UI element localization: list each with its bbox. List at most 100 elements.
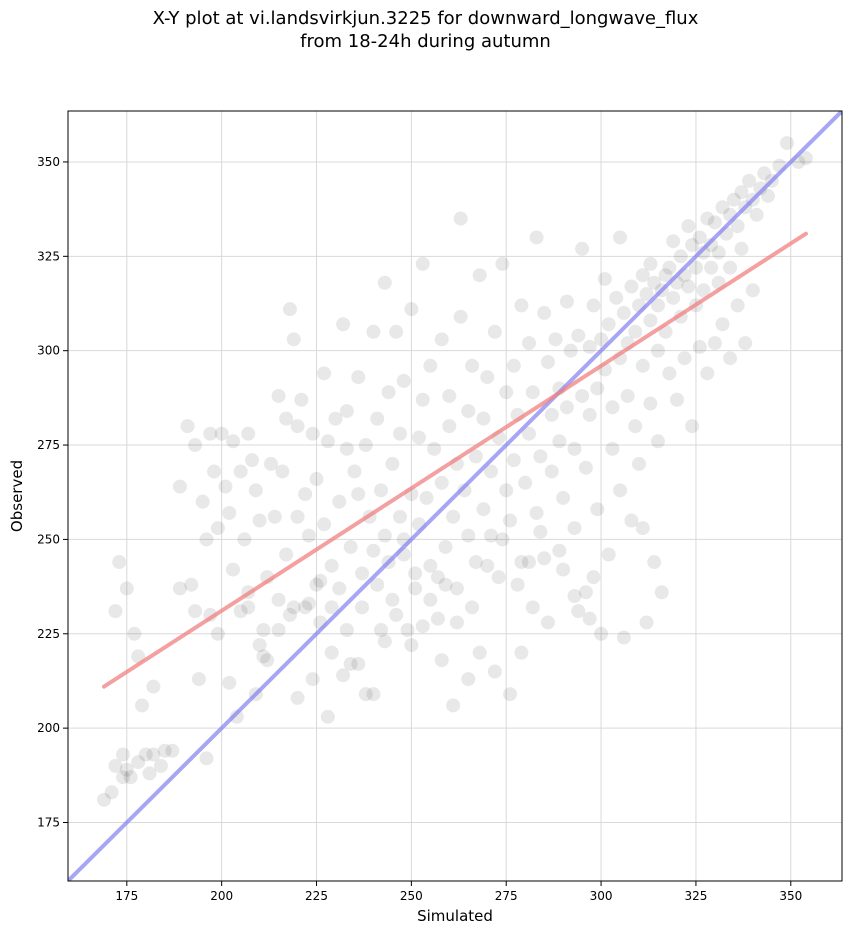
- data-point: [332, 581, 347, 596]
- y-axis-ticks: 175 200 225 250 275 300 325 350: [37, 155, 68, 829]
- data-point: [726, 192, 741, 207]
- data-point: [305, 426, 320, 441]
- data-point: [275, 464, 290, 479]
- data-point: [673, 249, 688, 264]
- data-point: [685, 419, 700, 434]
- data-point: [487, 324, 502, 339]
- data-point: [222, 675, 237, 690]
- data-point: [131, 649, 146, 664]
- data-point: [487, 664, 502, 679]
- x-axis-ticks: 175 200 225 250 275 300 325 350: [115, 881, 802, 903]
- data-point: [385, 592, 400, 607]
- data-point: [465, 358, 480, 373]
- x-axis-label: Simulated: [417, 907, 493, 925]
- data-point: [392, 426, 407, 441]
- data-point: [601, 317, 616, 332]
- data-point: [366, 687, 381, 702]
- data-point: [472, 645, 487, 660]
- data-point: [313, 573, 328, 588]
- data-point: [529, 230, 544, 245]
- data-point: [552, 543, 567, 558]
- data-point: [286, 600, 301, 615]
- data-point: [453, 309, 468, 324]
- data-point: [734, 241, 749, 256]
- data-point: [639, 615, 654, 630]
- data-point: [749, 207, 764, 222]
- x-tick-label: 275: [495, 889, 518, 903]
- data-point: [635, 521, 650, 536]
- data-point: [533, 449, 548, 464]
- data-point: [503, 513, 518, 528]
- data-point: [544, 464, 559, 479]
- data-point: [282, 607, 297, 622]
- data-points: [97, 136, 813, 807]
- data-point: [157, 743, 172, 758]
- data-point: [484, 464, 499, 479]
- data-point: [624, 279, 639, 294]
- data-point: [370, 577, 385, 592]
- data-point: [745, 283, 760, 298]
- data-point: [586, 570, 601, 585]
- data-point: [358, 687, 373, 702]
- data-point: [260, 653, 275, 668]
- data-point: [738, 336, 753, 351]
- data-point: [525, 385, 540, 400]
- data-point: [495, 532, 510, 547]
- data-point: [423, 592, 438, 607]
- data-point: [343, 539, 358, 554]
- data-point: [434, 332, 449, 347]
- data-point: [628, 324, 643, 339]
- data-point: [271, 622, 286, 637]
- data-point: [457, 483, 472, 498]
- data-point: [476, 502, 491, 517]
- data-point: [669, 392, 684, 407]
- data-point: [506, 358, 521, 373]
- data-point: [267, 509, 282, 524]
- data-point: [556, 562, 571, 577]
- data-point: [210, 521, 225, 536]
- x-tick-label: 175: [115, 889, 138, 903]
- data-point: [446, 509, 461, 524]
- data-point: [442, 388, 457, 403]
- y-tick-label: 225: [37, 627, 60, 641]
- data-point: [127, 626, 142, 641]
- data-point: [324, 645, 339, 660]
- data-point: [423, 558, 438, 573]
- data-point: [548, 332, 563, 347]
- data-point: [563, 343, 578, 358]
- data-point: [647, 555, 662, 570]
- y-tick-label: 275: [37, 438, 60, 452]
- data-point: [191, 672, 206, 687]
- data-point: [647, 275, 662, 290]
- data-point: [742, 173, 757, 188]
- data-point: [700, 211, 715, 226]
- data-point: [320, 709, 335, 724]
- data-point: [374, 622, 389, 637]
- data-point: [757, 166, 772, 181]
- data-point: [408, 581, 423, 596]
- data-point: [377, 634, 392, 649]
- data-point: [419, 490, 434, 505]
- data-point: [112, 555, 127, 570]
- data-point: [172, 581, 187, 596]
- data-point: [377, 275, 392, 290]
- data-point: [753, 181, 768, 196]
- data-point: [540, 615, 555, 630]
- data-point: [430, 570, 445, 585]
- data-point: [290, 690, 305, 705]
- data-point: [616, 630, 631, 645]
- data-point: [138, 747, 153, 762]
- data-point: [658, 268, 673, 283]
- data-point: [415, 619, 430, 634]
- data-point: [116, 747, 131, 762]
- data-point: [324, 600, 339, 615]
- x-tick-label: 350: [779, 889, 802, 903]
- data-point: [681, 219, 696, 234]
- x-tick-label: 300: [590, 889, 613, 903]
- data-point: [233, 604, 248, 619]
- data-point: [692, 339, 707, 354]
- data-point: [317, 366, 332, 381]
- data-point: [597, 271, 612, 286]
- data-point: [707, 336, 722, 351]
